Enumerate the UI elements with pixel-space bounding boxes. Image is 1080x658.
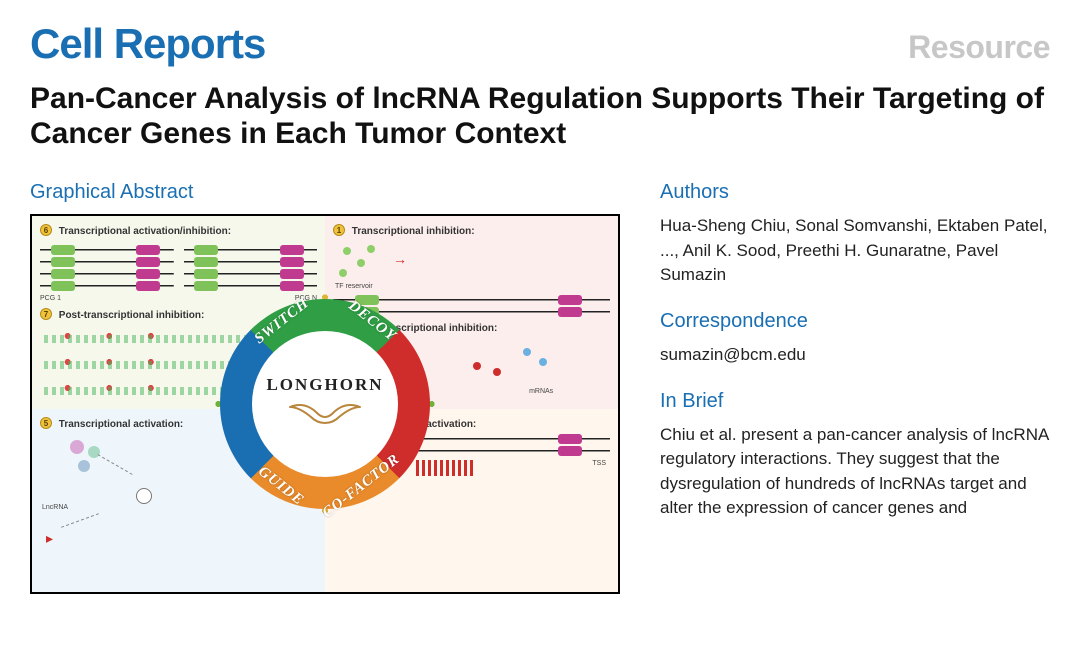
correspondence-email[interactable]: sumazin@bcm.edu — [660, 343, 1050, 368]
authors-heading: Authors — [660, 181, 1050, 204]
ga-step-icon: 7 — [40, 308, 52, 320]
ga-step-icon: 6 — [40, 224, 52, 236]
article-type-label: Resource — [908, 29, 1050, 66]
longhorn-icon — [285, 399, 365, 434]
arrow-icon: ▸ — [46, 530, 53, 547]
ga-center-name: LONGHORN — [266, 375, 383, 395]
in-brief-text: Chiu et al. present a pan-cancer analysi… — [660, 423, 1050, 522]
arrow-icon: → — [393, 251, 407, 267]
graphical-abstract-heading: Graphical Abstract — [30, 181, 620, 204]
correspondence-heading: Correspondence — [660, 310, 1050, 333]
journal-name: Cell Reports — [30, 20, 265, 68]
article-title: Pan-Cancer Analysis of lncRNA Regulation… — [30, 82, 1050, 151]
mini-label: TF reservoir — [335, 283, 373, 290]
ga-step-label: Transcriptional activation: — [59, 419, 183, 430]
ga-step-icon: 1 — [333, 224, 345, 236]
ga-step-label: Transcriptional activation/inhibition: — [59, 226, 231, 237]
ga-step-label: Transcriptional inhibition: — [352, 226, 475, 237]
mini-label: PCG 1 — [40, 295, 61, 302]
mini-label: TSS — [592, 460, 606, 467]
authors-list: Hua-Sheng Chiu, Sonal Somvanshi, Ektaben… — [660, 214, 1050, 288]
ga-step-label: Post-transcriptional inhibition: — [59, 310, 205, 321]
ga-step-icon: 5 — [40, 417, 52, 429]
ga-central-ring: SWITCH DECOY CO-FACTOR GUIDE LONGHORN — [220, 299, 430, 509]
mini-label: LncRNA — [42, 504, 68, 511]
mini-label: mRNAs — [529, 388, 553, 395]
in-brief-heading: In Brief — [660, 390, 1050, 413]
graphical-abstract-figure: 6 Transcriptional activation/inhibition:… — [30, 214, 620, 594]
